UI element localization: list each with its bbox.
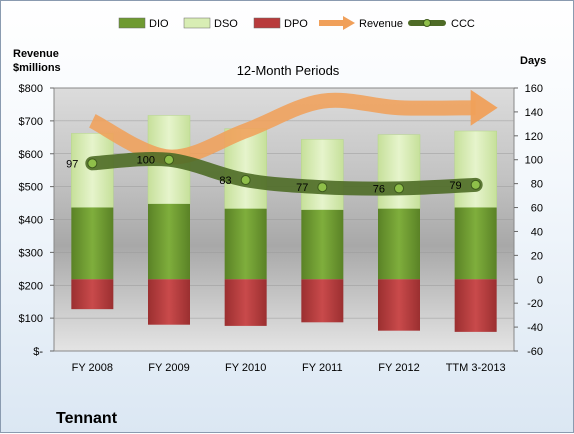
dio-bar: [224, 208, 267, 280]
category-axis: FY 2008 FY 2009 FY 2010 FY 2011 FY 2012 TTM 3…: [72, 362, 506, 374]
right-tick-label: 140: [525, 107, 543, 119]
right-tick-label: -40: [527, 322, 543, 334]
right-tick-label: 40: [531, 226, 543, 238]
category-label: FY 2011: [302, 362, 343, 374]
bar-series: [71, 115, 497, 332]
right-tick-label: 100: [525, 155, 543, 167]
company-name: Tennant: [56, 410, 118, 427]
ccc-point: [164, 154, 174, 165]
left-tick-label: $-: [33, 346, 43, 358]
dio-bar: [454, 207, 497, 280]
left-tick-label: $700: [19, 116, 43, 128]
category-label: TTM 3-2013: [446, 362, 506, 374]
left-tick-label: $300: [19, 247, 43, 259]
ccc-point: [87, 158, 98, 169]
legend-swatch-dpo: [253, 17, 281, 29]
category-label: FY 2010: [225, 362, 266, 374]
right-tick-label: -60: [527, 346, 543, 358]
ccc-data-label: 83: [219, 175, 231, 187]
revenue-arrowhead: [470, 89, 498, 126]
dio-bar: [301, 209, 344, 280]
left-axis-title-line1: Revenue: [13, 48, 59, 60]
right-tick-label: 80: [531, 179, 543, 191]
right-axis: -60 -40 -20 0 20 40 60 80 100 120 140 160: [514, 83, 543, 358]
dpo-bar: [378, 279, 420, 331]
legend-label: DIO: [149, 18, 169, 30]
legend-swatch-dio: [118, 17, 146, 29]
left-tick-label: $600: [19, 149, 43, 161]
right-tick-label: 160: [525, 83, 543, 95]
category-label: FY 2008: [72, 362, 113, 374]
dpo-bar: [454, 279, 497, 332]
legend-label: Revenue: [359, 18, 403, 30]
category-label: FY 2012: [378, 362, 419, 374]
legend-label: DPO: [284, 18, 308, 30]
ccc-data-label: 100: [137, 155, 155, 167]
right-tick-label: -20: [527, 298, 543, 310]
dio-bar: [378, 208, 420, 280]
ccc-data-label: 76: [373, 183, 385, 195]
left-tick-label: $800: [19, 83, 43, 95]
dio-bar: [148, 203, 190, 280]
ccc-data-label: 97: [66, 158, 78, 170]
ccc-data-label: 77: [296, 182, 308, 194]
dpo-bar: [301, 279, 344, 323]
dso-bar: [377, 134, 421, 209]
ccc-point: [317, 182, 328, 193]
right-tick-label: 60: [531, 203, 543, 215]
right-tick-label: 20: [531, 250, 543, 262]
ccc-point: [240, 175, 251, 186]
left-axis: $- $100 $200 $300 $400 $500 $600 $700 $800: [19, 83, 54, 358]
left-tick-label: $500: [19, 182, 43, 194]
ccc-line: [85, 151, 483, 196]
ccc-data-label: 79: [449, 180, 461, 192]
right-tick-label: 120: [525, 131, 543, 143]
legend-label: CCC: [451, 18, 475, 30]
legend-swatch-dso: [183, 17, 211, 29]
category-label: FY 2009: [148, 362, 189, 374]
left-axis-title-line2: $millions: [13, 62, 61, 74]
chart-title: 12-Month Periods: [237, 63, 340, 78]
dso-bar: [454, 130, 497, 208]
dso-bar: [71, 133, 114, 208]
dio-bar: [71, 207, 114, 280]
dso-bar: [301, 139, 344, 211]
right-axis-title: Days: [520, 55, 546, 67]
left-tick-label: $100: [19, 313, 43, 325]
dpo-bar: [148, 279, 190, 325]
chart-legend: DIO DSO DPO Revenue CCC: [118, 16, 475, 30]
dpo-bar: [71, 279, 114, 310]
left-tick-label: $400: [19, 215, 43, 227]
ccc-series: 97 100 83 77 76 79: [66, 151, 483, 196]
legend-label: DSO: [214, 18, 238, 30]
right-tick-label: 0: [537, 274, 543, 286]
legend-swatch-ccc-point: [423, 19, 431, 27]
ccc-point: [394, 183, 404, 194]
legend-swatch-revenue-arrow: [343, 16, 355, 30]
dpo-bar: [224, 279, 267, 326]
ccc-point: [470, 179, 481, 190]
left-tick-label: $200: [19, 280, 43, 292]
